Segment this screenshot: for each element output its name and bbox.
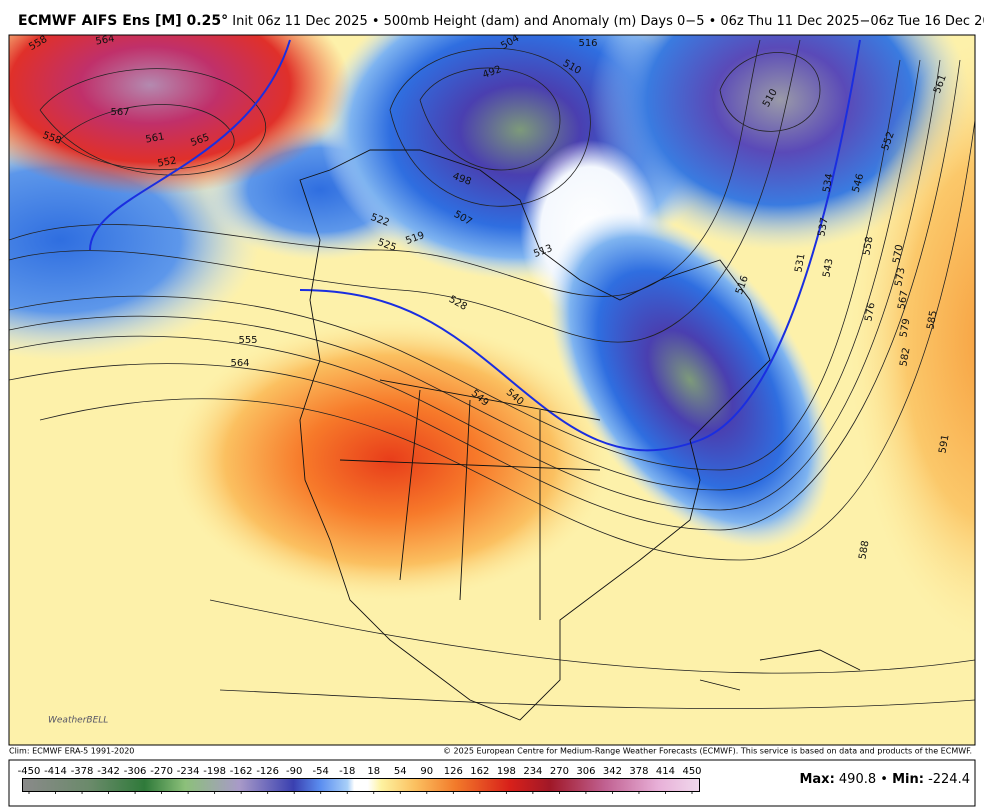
climo-note: Clim: ECMWF ERA-5 1991-2020 xyxy=(9,747,134,756)
colorbar xyxy=(22,778,700,792)
max-label: Max: xyxy=(799,772,834,787)
contour-label: 576 xyxy=(863,302,877,323)
colorbar-tick-label: 18 xyxy=(367,766,380,777)
colorbar-tick-label: -162 xyxy=(230,766,253,777)
map-field xyxy=(9,35,975,745)
title: ECMWF AIFS Ens [M] 0.25° Init 06z 11 Dec… xyxy=(18,13,984,29)
logo: WeatherBELL xyxy=(48,716,108,726)
colorbar-tick-label: -306 xyxy=(124,766,147,777)
title-bold: ECMWF AIFS Ens [M] 0.25° xyxy=(18,13,228,29)
colorbar-tick-label: 234 xyxy=(523,766,542,777)
colorbar-tick-label: 54 xyxy=(394,766,407,777)
contour-label: 579 xyxy=(898,318,912,339)
colorbar-frame xyxy=(8,759,976,807)
colorbar-tick-label: -378 xyxy=(71,766,94,777)
colorbar-tick-label: 414 xyxy=(656,766,675,777)
colorbar-tick-label: 378 xyxy=(629,766,648,777)
min-value: -224.4 xyxy=(928,772,970,787)
contour-label: 588 xyxy=(857,540,871,561)
contour-label: 585 xyxy=(925,310,939,331)
contour-label: 516 xyxy=(578,38,597,49)
colorbar-tick-label: -126 xyxy=(256,766,279,777)
colorbar-tick-label: -450 xyxy=(18,766,41,777)
colorbar-tick-label: 306 xyxy=(576,766,595,777)
min-label: Min: xyxy=(892,772,924,787)
stats: Max: 490.8 • Min: -224.4 xyxy=(799,772,970,787)
colorbar-tick-label: -18 xyxy=(339,766,355,777)
contour-label: 564 xyxy=(230,358,249,369)
contour-label: 552 xyxy=(157,155,178,169)
colorbar-tick-label: 342 xyxy=(603,766,622,777)
colorbar-tick-label: 90 xyxy=(420,766,433,777)
colorbar-tick-label: 450 xyxy=(682,766,701,777)
colorbar-tick-label: 270 xyxy=(550,766,569,777)
contour-label: 567 xyxy=(110,107,129,118)
contour-label: 582 xyxy=(898,347,912,368)
colorbar-fo xyxy=(22,778,700,792)
colorbar-tick-label: -198 xyxy=(203,766,226,777)
colorbar-tick-label: 162 xyxy=(470,766,489,777)
colorbar-tick-label: -54 xyxy=(313,766,329,777)
colorbar-tick-label: -342 xyxy=(97,766,120,777)
colorbar-tick-label: -414 xyxy=(44,766,67,777)
colorbar-tick-label: -270 xyxy=(150,766,173,777)
contour-label: 570 xyxy=(891,244,905,265)
colorbar-tick-label: -234 xyxy=(177,766,200,777)
contour-label: 573 xyxy=(893,267,907,288)
contour-label: 555 xyxy=(238,335,257,346)
contour-label: 546 xyxy=(851,172,867,193)
contour-label: 537 xyxy=(816,217,830,238)
contour-label: 534 xyxy=(821,173,835,194)
contour-label: 543 xyxy=(821,258,835,279)
contour-label: 591 xyxy=(937,434,951,455)
coastlines xyxy=(299,149,861,721)
contour-label: 561 xyxy=(145,131,166,145)
contour-label: 567 xyxy=(896,290,910,311)
title-rest: Init 06z 11 Dec 2025 • 500mb Height (dam… xyxy=(232,14,984,29)
copyright: © 2025 European Centre for Medium-Range … xyxy=(443,747,972,756)
colorbar-tick-label: 198 xyxy=(497,766,516,777)
colorbar-tick-label: -90 xyxy=(286,766,302,777)
colorbar-tick-label: 126 xyxy=(444,766,463,777)
max-value: 490.8 xyxy=(839,772,876,787)
contour-label: 558 xyxy=(861,236,875,257)
contour-label: 531 xyxy=(793,253,807,274)
contour-label: 564 xyxy=(95,33,116,47)
separator: • xyxy=(880,772,888,787)
